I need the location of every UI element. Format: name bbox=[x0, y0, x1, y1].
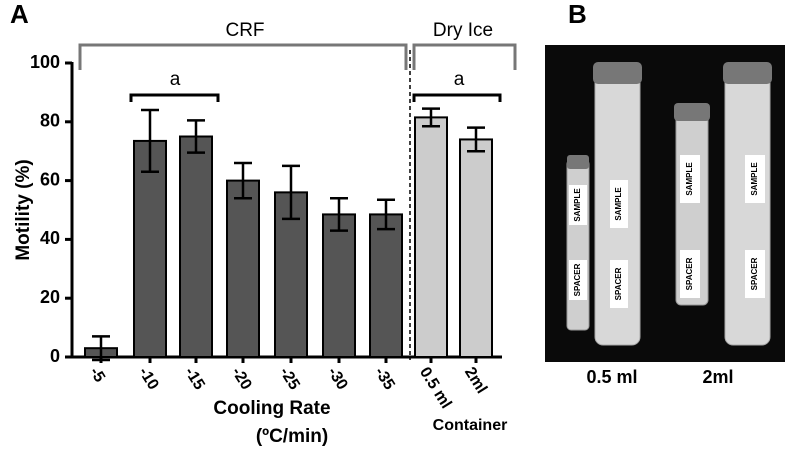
bar bbox=[459, 138, 493, 358]
bar bbox=[133, 139, 167, 358]
tube-label: SAMPLE bbox=[685, 162, 694, 196]
y-tick-label: 40 bbox=[40, 228, 60, 248]
x-tick-label: -20 bbox=[228, 364, 255, 393]
x-tick-label: -30 bbox=[324, 364, 351, 393]
tube-label: SAMPLE bbox=[614, 187, 623, 221]
y-tick-label: 80 bbox=[40, 111, 60, 131]
error-bar bbox=[467, 126, 485, 153]
tube-label: SAMPLE bbox=[573, 188, 582, 222]
group-label: Dry Ice bbox=[433, 20, 493, 41]
tube-label: SPACER bbox=[573, 263, 582, 296]
significance-bracket bbox=[412, 93, 502, 102]
bar bbox=[226, 179, 260, 358]
y-tick-label: 60 bbox=[40, 169, 60, 189]
x-tick-label: -10 bbox=[135, 364, 162, 393]
error-bar bbox=[141, 108, 159, 174]
group-bracket bbox=[78, 43, 408, 70]
bar bbox=[369, 213, 403, 358]
error-bar bbox=[330, 196, 348, 232]
bar bbox=[414, 116, 448, 358]
error-bar bbox=[422, 107, 440, 128]
x-tick-label: -15 bbox=[181, 364, 208, 393]
bar bbox=[322, 213, 356, 358]
y-axis-label: Motility (%) bbox=[13, 159, 34, 260]
error-bar bbox=[377, 198, 395, 231]
x-tick-label: 0.5 ml bbox=[416, 364, 454, 411]
tube-label: SAMPLE bbox=[750, 162, 759, 196]
x-tick-label: -5 bbox=[86, 364, 108, 385]
tube-label: SPACER bbox=[685, 257, 694, 290]
significance-label: a bbox=[170, 69, 181, 90]
panel-label: A bbox=[10, 0, 29, 29]
significance-bracket bbox=[129, 93, 220, 102]
error-bar bbox=[187, 119, 205, 154]
y-tick-label: 0 bbox=[50, 346, 60, 366]
x-axis-label: Container bbox=[433, 417, 508, 434]
significance-label: a bbox=[454, 69, 465, 90]
bar bbox=[179, 135, 213, 358]
group-label: CRF bbox=[225, 20, 264, 41]
error-bar bbox=[282, 164, 300, 221]
x-tick-label: 2ml bbox=[461, 364, 490, 396]
x-tick-label: -35 bbox=[371, 364, 398, 393]
x-axis-label: (ºC/min) bbox=[256, 426, 328, 447]
y-tick-label: 20 bbox=[40, 287, 60, 307]
photo bbox=[545, 45, 785, 362]
tube-label: SPACER bbox=[614, 267, 623, 300]
photo-caption: 0.5 ml bbox=[586, 367, 637, 387]
photo-caption: 2ml bbox=[702, 367, 733, 387]
group-bracket bbox=[412, 43, 517, 70]
error-bar bbox=[234, 161, 252, 200]
panel-label: B bbox=[568, 0, 587, 29]
tube-label: SPACER bbox=[750, 257, 759, 290]
x-tick-label: -25 bbox=[276, 364, 303, 393]
x-axis-label: Cooling Rate bbox=[213, 398, 330, 419]
y-tick-label: 100 bbox=[30, 52, 60, 72]
